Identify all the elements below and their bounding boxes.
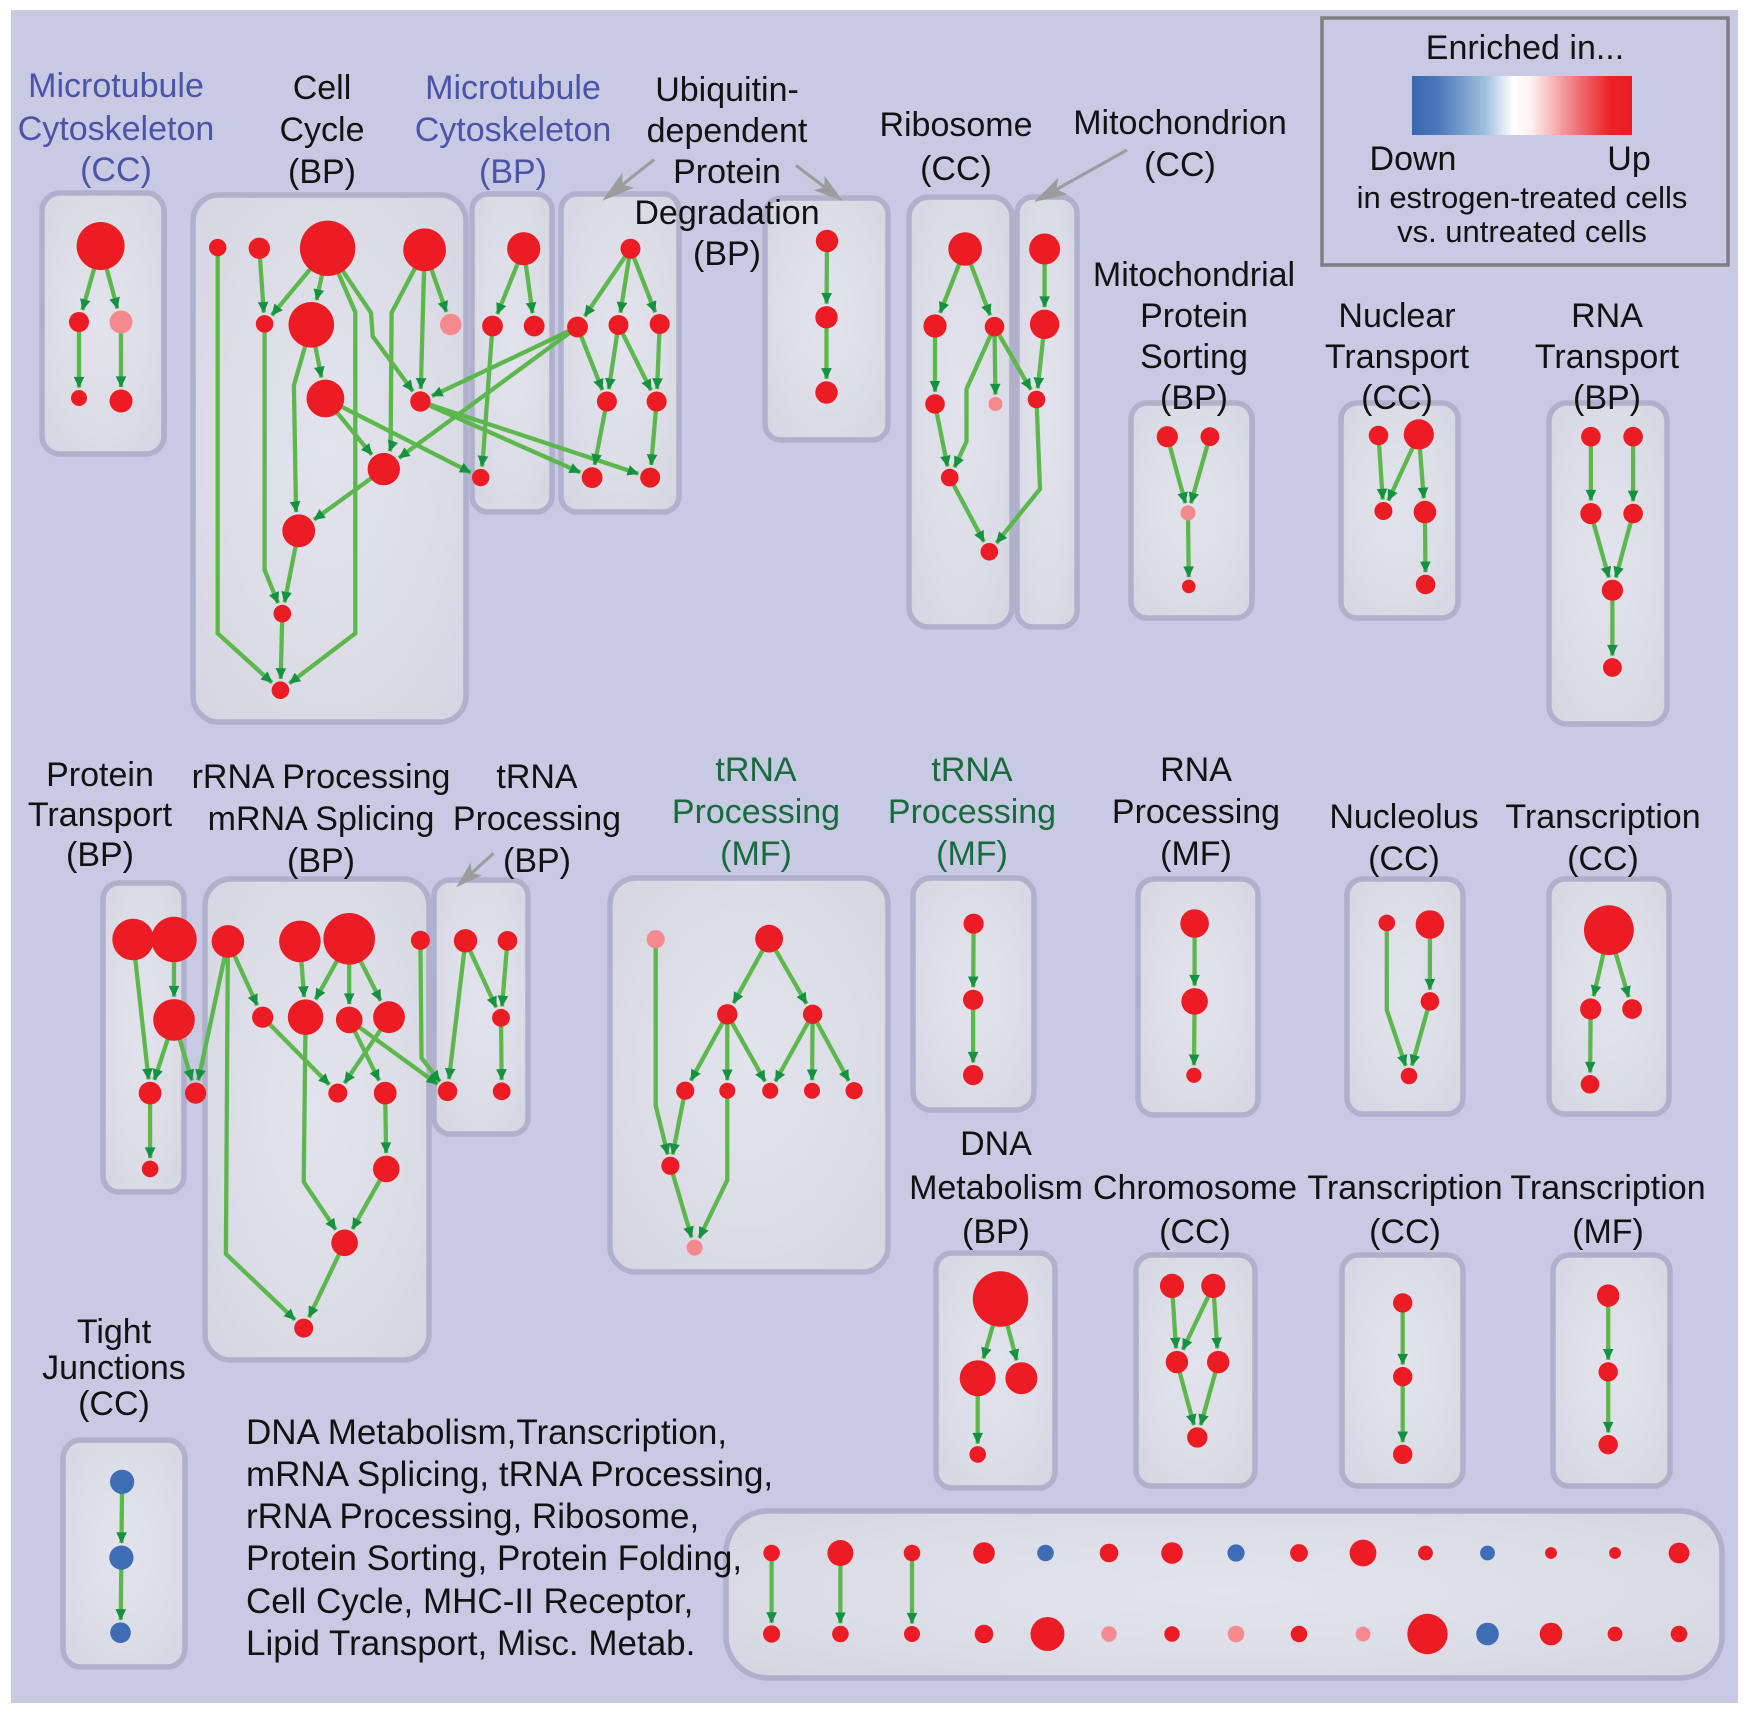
- svg-text:(BP): (BP): [287, 842, 355, 880]
- svg-text:tRNA: tRNA: [496, 758, 578, 796]
- svg-text:Processing: Processing: [672, 793, 840, 831]
- svg-text:mRNA Splicing, tRNA Processing: mRNA Splicing, tRNA Processing,: [246, 1455, 773, 1494]
- svg-text:in estrogen-treated cells: in estrogen-treated cells: [1357, 180, 1688, 215]
- svg-text:mRNA Splicing: mRNA Splicing: [208, 800, 435, 838]
- svg-text:Transcription: Transcription: [1307, 1169, 1502, 1207]
- svg-text:Lipid Transport, Misc. Metab.: Lipid Transport, Misc. Metab.: [246, 1624, 695, 1663]
- svg-text:(BP): (BP): [1160, 379, 1228, 417]
- svg-text:Processing: Processing: [453, 800, 621, 838]
- svg-text:Transport: Transport: [28, 796, 173, 834]
- svg-text:Protein Sorting, Protein Foldi: Protein Sorting, Protein Folding,: [246, 1539, 742, 1578]
- svg-text:Enriched in...: Enriched in...: [1426, 29, 1624, 67]
- svg-text:DNA: DNA: [960, 1125, 1032, 1163]
- svg-text:Protein: Protein: [1140, 297, 1248, 335]
- svg-text:(CC): (CC): [1369, 1213, 1441, 1251]
- svg-text:(BP): (BP): [288, 153, 356, 191]
- svg-text:Ribosome: Ribosome: [879, 106, 1032, 144]
- svg-text:RNA: RNA: [1160, 751, 1232, 789]
- svg-text:(CC): (CC): [1368, 840, 1440, 878]
- svg-text:Cell Cycle, MHC-II Receptor,: Cell Cycle, MHC-II Receptor,: [246, 1582, 693, 1621]
- svg-text:Down: Down: [1370, 140, 1457, 178]
- svg-text:Protein: Protein: [673, 153, 781, 191]
- svg-text:(CC): (CC): [1144, 146, 1216, 184]
- svg-text:Processing: Processing: [1112, 793, 1280, 831]
- svg-text:Microtubule: Microtubule: [425, 69, 601, 107]
- svg-text:(CC): (CC): [1567, 840, 1639, 878]
- svg-text:dependent: dependent: [647, 112, 808, 150]
- svg-text:(BP): (BP): [1573, 379, 1641, 417]
- svg-text:Ubiquitin-: Ubiquitin-: [655, 71, 799, 109]
- svg-text:RNA: RNA: [1571, 297, 1643, 335]
- svg-text:Processing: Processing: [888, 793, 1056, 831]
- svg-text:(BP): (BP): [962, 1213, 1030, 1251]
- svg-text:(MF): (MF): [1160, 835, 1232, 873]
- svg-text:Cytoskeleton: Cytoskeleton: [415, 111, 612, 149]
- svg-text:(CC): (CC): [1159, 1213, 1231, 1251]
- svg-text:Cytoskeleton: Cytoskeleton: [18, 110, 215, 148]
- svg-text:(CC): (CC): [1361, 379, 1433, 417]
- svg-text:Nucleolus: Nucleolus: [1329, 798, 1478, 836]
- svg-text:DNA Metabolism,Transcription,: DNA Metabolism,Transcription,: [246, 1413, 727, 1452]
- svg-text:tRNA: tRNA: [931, 751, 1013, 789]
- svg-text:(MF): (MF): [720, 835, 792, 873]
- svg-text:Transport: Transport: [1325, 338, 1470, 376]
- svg-text:Transcription: Transcription: [1510, 1169, 1705, 1207]
- svg-text:tRNA: tRNA: [715, 751, 797, 789]
- svg-text:(CC): (CC): [80, 151, 152, 189]
- svg-text:(CC): (CC): [78, 1385, 150, 1423]
- svg-text:Transport: Transport: [1535, 338, 1680, 376]
- svg-text:Mitochondrion: Mitochondrion: [1073, 104, 1287, 142]
- svg-text:(BP): (BP): [479, 153, 547, 191]
- svg-text:(CC): (CC): [920, 150, 992, 188]
- svg-text:vs. untreated cells: vs. untreated cells: [1397, 214, 1647, 249]
- svg-text:Mitochondrial: Mitochondrial: [1093, 256, 1295, 294]
- svg-text:Sorting: Sorting: [1140, 338, 1248, 376]
- svg-text:rRNA Processing: rRNA Processing: [192, 758, 451, 796]
- svg-text:Cycle: Cycle: [279, 111, 364, 149]
- svg-text:Degradation: Degradation: [634, 194, 819, 232]
- svg-text:Protein: Protein: [46, 756, 154, 794]
- svg-text:Chromosome: Chromosome: [1093, 1169, 1297, 1207]
- svg-text:Nuclear: Nuclear: [1338, 297, 1455, 335]
- svg-text:Up: Up: [1607, 140, 1650, 178]
- svg-text:Microtubule: Microtubule: [28, 67, 204, 105]
- svg-text:Junctions: Junctions: [42, 1349, 186, 1387]
- svg-text:Transcription: Transcription: [1505, 798, 1700, 836]
- svg-text:(MF): (MF): [1572, 1213, 1644, 1251]
- svg-text:(MF): (MF): [936, 835, 1008, 873]
- svg-text:(BP): (BP): [693, 235, 761, 273]
- svg-text:(BP): (BP): [66, 836, 134, 874]
- svg-text:Metabolism: Metabolism: [909, 1169, 1083, 1207]
- svg-text:(BP): (BP): [503, 842, 571, 880]
- svg-text:Tight: Tight: [77, 1313, 152, 1351]
- svg-text:rRNA Processing, Ribosome,: rRNA Processing, Ribosome,: [246, 1497, 699, 1536]
- svg-text:Cell: Cell: [293, 69, 352, 107]
